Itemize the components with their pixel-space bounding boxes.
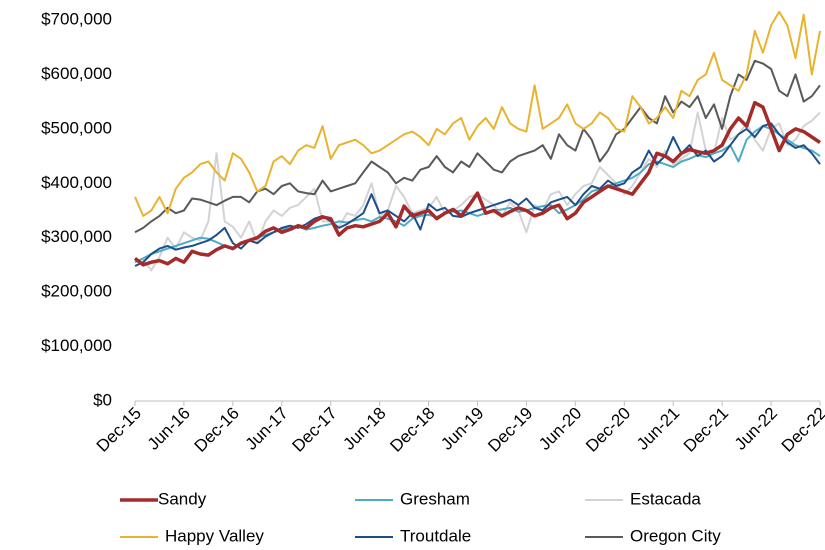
y-tick-label: $500,000 [41, 118, 112, 137]
x-tick-label: Dec-17 [289, 404, 341, 456]
x-tick-label: Dec-18 [386, 404, 438, 456]
x-tick-label: Dec-21 [680, 404, 732, 456]
legend-label: Happy Valley [165, 526, 264, 545]
x-tick-label: Dec-15 [93, 404, 145, 456]
x-tick-label: Dec-20 [582, 404, 634, 456]
series-line [134, 10, 821, 217]
y-tick-label: $600,000 [41, 64, 112, 83]
legend-label: Troutdale [400, 526, 471, 545]
x-tick-label: Jun-16 [144, 404, 194, 454]
y-tick-label: $400,000 [41, 173, 112, 192]
y-tick-label: $200,000 [41, 282, 112, 301]
x-tick-label: Jun-18 [339, 404, 389, 454]
y-tick-label: $300,000 [41, 227, 112, 246]
x-tick-label: Dec-22 [778, 404, 825, 456]
x-tick-label: Dec-16 [191, 404, 243, 456]
x-tick-label: Jun-21 [633, 404, 683, 454]
x-tick-label: Jun-20 [535, 404, 585, 454]
legend-label: Gresham [400, 489, 470, 508]
y-tick-label: $0 [93, 390, 112, 409]
series-line [133, 100, 821, 267]
x-tick-label: Jun-17 [242, 404, 292, 454]
legend-label: Estacada [630, 489, 701, 508]
y-tick-label: $700,000 [41, 9, 112, 28]
x-tick-label: Dec-19 [484, 404, 536, 456]
x-tick-label: Jun-22 [731, 404, 781, 454]
series-line [134, 59, 821, 234]
x-tick-label: Jun-19 [437, 404, 487, 454]
legend-label: Sandy [158, 489, 207, 508]
y-tick-label: $100,000 [41, 336, 112, 355]
legend-label: Oregon City [630, 526, 721, 545]
